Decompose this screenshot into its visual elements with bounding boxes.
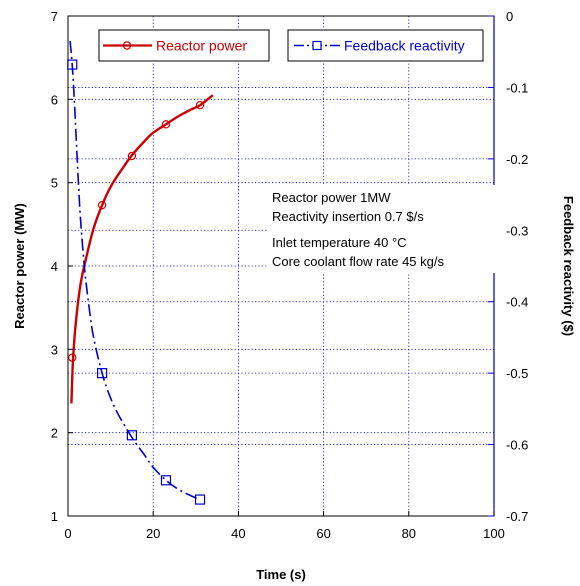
- annotation-background: [268, 185, 500, 273]
- right-tick-label: -0.4: [506, 295, 528, 310]
- legend-marker-feedback-reactivity: [312, 40, 322, 51]
- right-tick-label: -0.6: [506, 438, 528, 453]
- left-tick-label: 5: [51, 176, 58, 191]
- series-point-reactor-power: [127, 151, 137, 161]
- annotation-block: Reactor power 1MW Reactivity insertion 0…: [268, 185, 500, 273]
- legend-label-reactor-power: Reactor power: [156, 38, 247, 54]
- x-axis-title: Time (s): [256, 567, 306, 582]
- x-axis-ticks: 0 20 40 60 80 100: [64, 511, 505, 541]
- series-point-feedback-reactivity: [194, 494, 206, 505]
- legend-feedback-reactivity: Feedback reactivity: [287, 29, 484, 62]
- series-line-feedback-reactivity: [69, 40, 201, 501]
- annotation-inlet-temperature: Inlet temperature 40 °C: [272, 235, 407, 250]
- legend-reactor-power: Reactor power: [98, 29, 270, 62]
- series-point-feedback-reactivity: [126, 430, 138, 441]
- left-tick-label: 4: [51, 259, 58, 274]
- right-tick-label: -0.2: [506, 152, 528, 167]
- left-tick-label: 6: [51, 92, 58, 107]
- annotation-reactor-power: Reactor power 1MW: [272, 190, 391, 205]
- x-tick-label: 100: [483, 526, 505, 541]
- left-axis-ticks: 1 2 3 4 5 6 7: [51, 9, 73, 524]
- right-tick-label: -0.5: [506, 366, 528, 381]
- x-tick-label: 20: [146, 526, 160, 541]
- series-point-feedback-reactivity: [67, 59, 78, 70]
- legend-label-feedback-reactivity: Feedback reactivity: [344, 38, 465, 54]
- right-axis-ticks: 0 -0.1 -0.2 -0.3 -0.4 -0.5 -0.6 -0.7: [488, 9, 528, 524]
- series-point-reactor-power: [161, 120, 171, 129]
- right-tick-label: -0.7: [506, 509, 528, 524]
- left-axis-title: Reactor power (MW): [12, 203, 27, 329]
- x-tick-label: 60: [316, 526, 330, 541]
- series-point-reactor-power: [68, 353, 77, 362]
- left-tick-label: 3: [51, 342, 58, 357]
- series-line-reactor-power: [70, 94, 214, 404]
- series-point-reactor-power: [195, 100, 205, 110]
- left-tick-label: 2: [51, 426, 58, 441]
- series-point-reactor-power: [97, 200, 107, 210]
- right-tick-label: -0.1: [506, 80, 528, 95]
- left-tick-label: 7: [51, 9, 58, 24]
- x-tick-label: 0: [64, 526, 71, 541]
- series-layer: [67, 40, 214, 505]
- x-tick-label: 40: [231, 526, 245, 541]
- annotation-coolant-flow-rate: Core coolant flow rate 45 kg/s: [272, 254, 444, 269]
- legend-marker-reactor-power: [122, 41, 132, 50]
- right-tick-label: -0.3: [506, 223, 528, 238]
- left-tick-label: 1: [51, 509, 58, 524]
- right-tick-label: 0: [506, 9, 513, 24]
- right-axis-title: Feedback reactivity ($): [561, 196, 576, 336]
- annotation-reactivity-insertion: Reactivity insertion 0.7 $/s: [272, 209, 424, 224]
- x-tick-label: 80: [402, 526, 416, 541]
- series-point-feedback-reactivity: [160, 475, 172, 486]
- series-point-feedback-reactivity: [96, 368, 108, 379]
